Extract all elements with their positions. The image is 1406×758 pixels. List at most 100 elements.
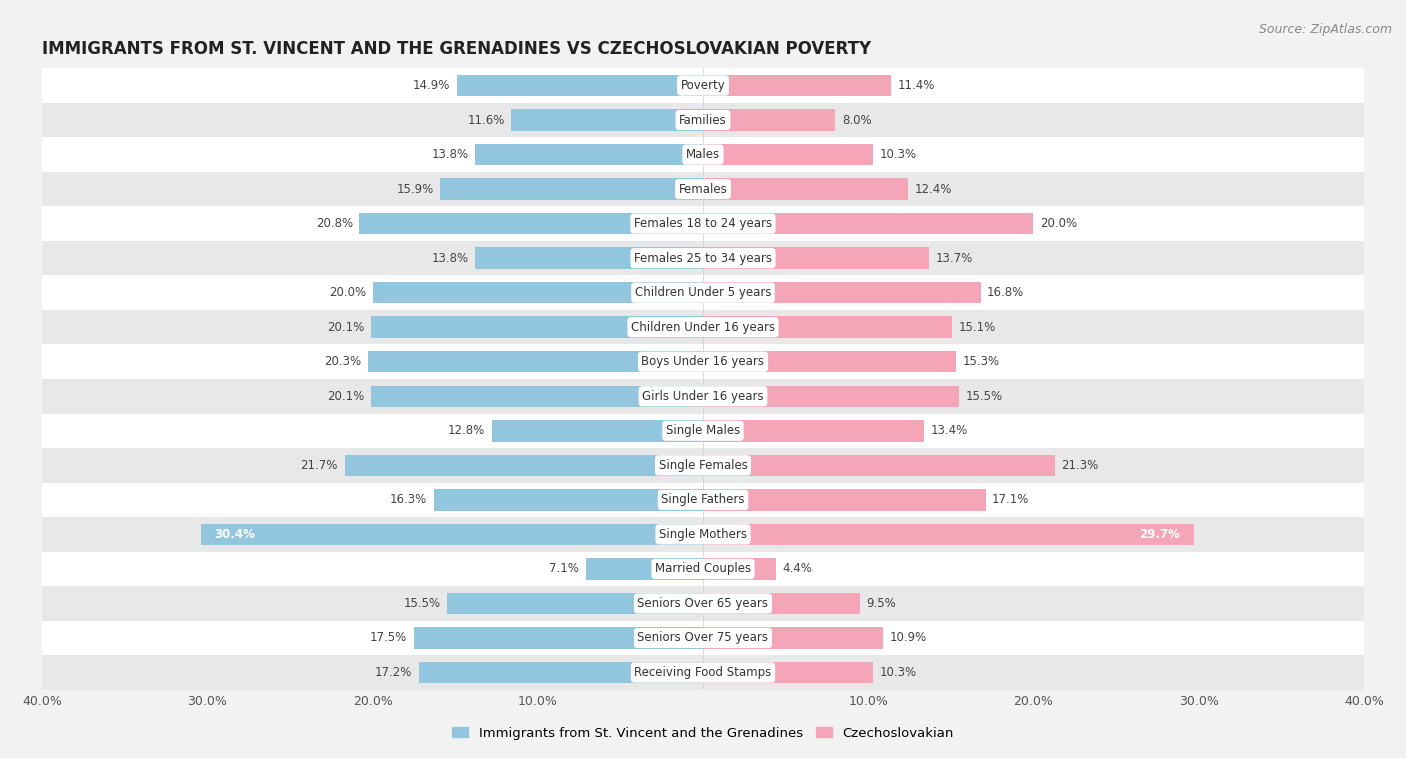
Text: Boys Under 16 years: Boys Under 16 years [641, 356, 765, 368]
Bar [447, 593, 703, 614]
Text: Seniors Over 65 years: Seniors Over 65 years [637, 597, 769, 610]
Text: Single Mothers: Single Mothers [659, 528, 747, 541]
Bar [703, 75, 891, 96]
Text: 15.5%: 15.5% [404, 597, 440, 610]
Bar [42, 414, 1364, 448]
Text: 20.3%: 20.3% [323, 356, 361, 368]
Text: 10.3%: 10.3% [880, 148, 917, 161]
Bar [703, 213, 1033, 234]
Text: 17.5%: 17.5% [370, 631, 408, 644]
Text: Families: Families [679, 114, 727, 127]
Text: Source: ZipAtlas.com: Source: ZipAtlas.com [1258, 23, 1392, 36]
Text: 4.4%: 4.4% [782, 562, 813, 575]
Bar [42, 310, 1364, 344]
Bar [42, 275, 1364, 310]
Bar [360, 213, 703, 234]
Bar [703, 144, 873, 165]
Text: 14.9%: 14.9% [413, 79, 450, 92]
Bar [433, 489, 703, 511]
Bar [413, 628, 703, 649]
Text: 9.5%: 9.5% [866, 597, 896, 610]
Bar [371, 317, 703, 338]
Legend: Immigrants from St. Vincent and the Grenadines, Czechoslovakian: Immigrants from St. Vincent and the Gren… [447, 722, 959, 745]
Bar [42, 172, 1364, 206]
Text: 20.0%: 20.0% [329, 287, 366, 299]
Text: 15.5%: 15.5% [966, 390, 1002, 402]
Text: 10.9%: 10.9% [890, 631, 927, 644]
Bar [367, 351, 703, 372]
Text: 16.8%: 16.8% [987, 287, 1025, 299]
Text: Females: Females [679, 183, 727, 196]
Text: 21.3%: 21.3% [1062, 459, 1098, 471]
Text: Females 18 to 24 years: Females 18 to 24 years [634, 217, 772, 230]
Text: Married Couples: Married Couples [655, 562, 751, 575]
Bar [371, 386, 703, 407]
Text: 8.0%: 8.0% [842, 114, 872, 127]
Text: 13.8%: 13.8% [432, 148, 468, 161]
Text: 21.7%: 21.7% [301, 459, 337, 471]
Text: 13.4%: 13.4% [931, 424, 969, 437]
Text: 11.6%: 11.6% [467, 114, 505, 127]
Bar [42, 344, 1364, 379]
Bar [703, 317, 952, 338]
Text: Seniors Over 75 years: Seniors Over 75 years [637, 631, 769, 644]
Bar [703, 420, 924, 441]
Bar [42, 241, 1364, 275]
Bar [703, 524, 1194, 545]
Text: 30.4%: 30.4% [214, 528, 254, 541]
Bar [201, 524, 703, 545]
Bar [42, 517, 1364, 552]
Bar [373, 282, 703, 303]
Bar [475, 247, 703, 269]
Bar [42, 552, 1364, 586]
Text: 15.9%: 15.9% [396, 183, 433, 196]
Bar [42, 655, 1364, 690]
Bar [703, 351, 956, 372]
Text: Males: Males [686, 148, 720, 161]
Bar [42, 137, 1364, 172]
Text: Girls Under 16 years: Girls Under 16 years [643, 390, 763, 402]
Bar [512, 109, 703, 130]
Bar [42, 448, 1364, 483]
Bar [42, 103, 1364, 137]
Text: 20.8%: 20.8% [315, 217, 353, 230]
Bar [703, 386, 959, 407]
Text: Children Under 16 years: Children Under 16 years [631, 321, 775, 334]
Bar [703, 593, 860, 614]
Text: Receiving Food Stamps: Receiving Food Stamps [634, 666, 772, 679]
Text: 20.1%: 20.1% [328, 390, 364, 402]
Text: Single Females: Single Females [658, 459, 748, 471]
Bar [703, 558, 776, 580]
Text: 12.4%: 12.4% [914, 183, 952, 196]
Text: 10.3%: 10.3% [880, 666, 917, 679]
Bar [419, 662, 703, 683]
Text: Single Fathers: Single Fathers [661, 493, 745, 506]
Text: 15.1%: 15.1% [959, 321, 997, 334]
Text: Females 25 to 34 years: Females 25 to 34 years [634, 252, 772, 265]
Text: 15.3%: 15.3% [962, 356, 1000, 368]
Bar [703, 282, 980, 303]
Text: 17.1%: 17.1% [993, 493, 1029, 506]
Bar [703, 109, 835, 130]
Bar [703, 178, 908, 200]
Text: Children Under 5 years: Children Under 5 years [634, 287, 772, 299]
Bar [42, 621, 1364, 655]
Bar [42, 206, 1364, 241]
Text: 11.4%: 11.4% [898, 79, 935, 92]
Text: 17.2%: 17.2% [375, 666, 412, 679]
Bar [703, 628, 883, 649]
Bar [703, 662, 873, 683]
Bar [42, 379, 1364, 414]
Bar [344, 455, 703, 476]
Text: 29.7%: 29.7% [1140, 528, 1181, 541]
Text: 7.1%: 7.1% [550, 562, 579, 575]
Text: 13.7%: 13.7% [936, 252, 973, 265]
Bar [457, 75, 703, 96]
Bar [703, 455, 1054, 476]
Bar [475, 144, 703, 165]
Bar [440, 178, 703, 200]
Bar [42, 68, 1364, 103]
Text: 20.0%: 20.0% [1040, 217, 1077, 230]
Bar [703, 489, 986, 511]
Text: Single Males: Single Males [666, 424, 740, 437]
